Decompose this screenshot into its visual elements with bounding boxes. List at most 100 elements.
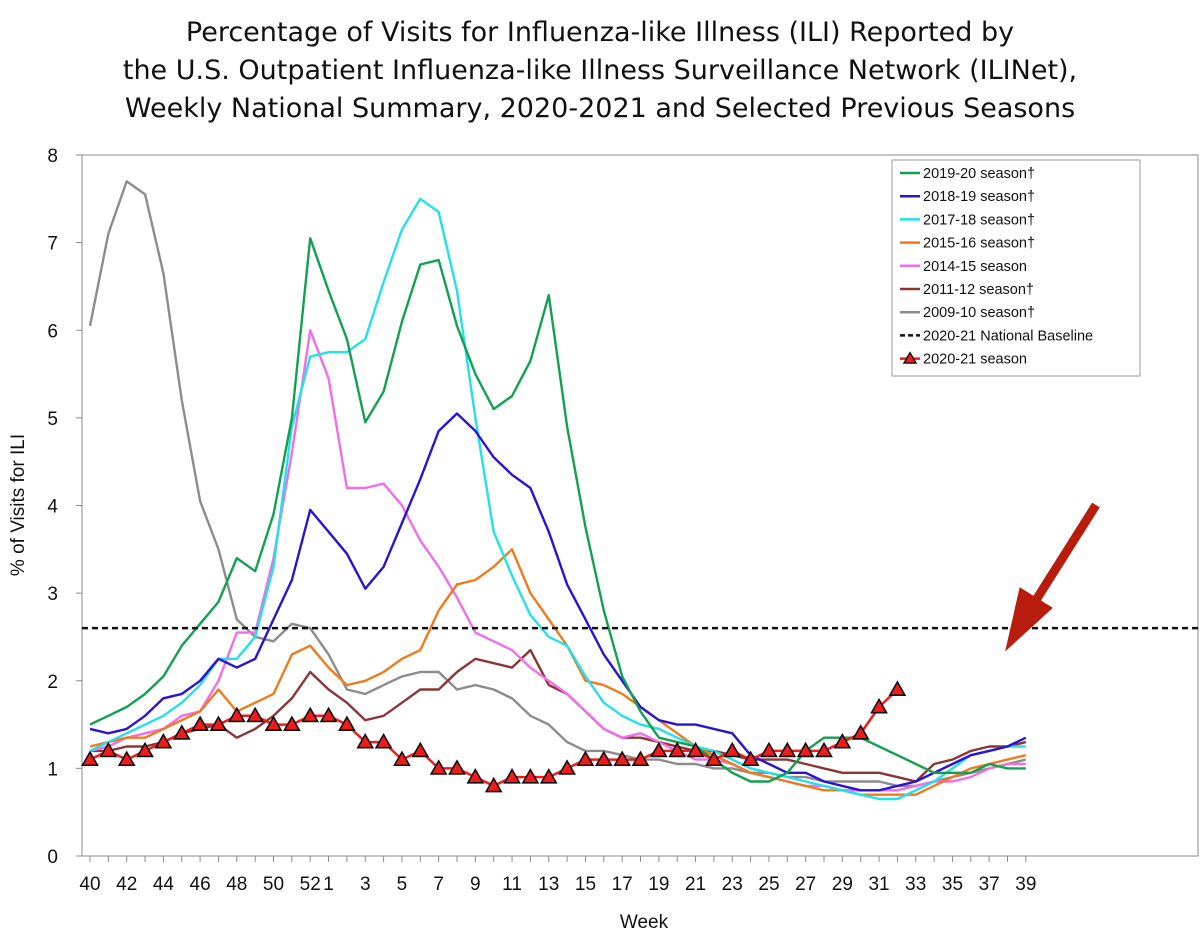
x-axis-label: Week xyxy=(620,912,669,933)
series-point-2020-21-season xyxy=(448,759,466,775)
x-tick-label: 23 xyxy=(722,874,743,895)
y-tick-label: 7 xyxy=(47,234,58,255)
series-point-2020-21-season xyxy=(338,715,356,731)
series-point-2020-21-season xyxy=(815,741,833,758)
series-point-2020-21-season xyxy=(686,741,705,758)
annotation-arrow-shaft xyxy=(1032,502,1100,603)
x-tick-label: 31 xyxy=(868,874,889,895)
series-line-2011-12-season xyxy=(90,648,1027,783)
y-axis-ticks: 0 1 2 3 4 5 6 7 8 xyxy=(47,146,82,868)
chart-title-line-3: Weekly National Summary, 2020-2021 and S… xyxy=(124,93,1076,124)
legend-label-2011-12-season: 2011-12 season† xyxy=(923,282,1034,298)
y-tick-label: 2 xyxy=(47,672,58,693)
series-point-2020-21-season xyxy=(705,750,723,767)
legend-marker-2020-21-season xyxy=(902,351,918,364)
x-axis-ticks: 40 42 44 46 48 50 52 1 3 5 7 9 11 13 15 17 19 21 23 25 27 29 3… xyxy=(79,856,1036,895)
series-point-2020-21-season xyxy=(356,732,375,749)
series-point-2020-21-season xyxy=(227,706,246,723)
series-point-2020-21-season xyxy=(613,750,632,767)
legend: 2019-20 season† 2018-19 season† 2017-18 se… xyxy=(891,159,1141,377)
series-line-2018-19-season xyxy=(89,412,1027,792)
legend-label-2017-18-season: 2017-18 season† xyxy=(923,212,1035,228)
x-tick-label: 9 xyxy=(470,874,481,895)
legend-label-2018-19-season: 2018-19 season† xyxy=(923,189,1035,205)
x-tick-label: 7 xyxy=(433,874,444,895)
y-tick-label: 4 xyxy=(47,497,58,518)
chart-title-line-1: Percentage of Visits for Influenza-like … xyxy=(185,17,1015,48)
x-tick-label: 33 xyxy=(905,874,926,895)
x-tick-label: 17 xyxy=(612,874,633,895)
series-point-2020-21-season xyxy=(631,750,650,767)
series-point-2020-21-season xyxy=(539,768,558,784)
series-point-2020-21-season xyxy=(576,750,595,767)
y-tick-label: 5 xyxy=(47,409,58,430)
series-point-2020-21-season xyxy=(136,741,154,758)
series-point-2020-21-season xyxy=(81,750,99,767)
x-tick-label: 29 xyxy=(832,874,853,895)
series-point-2020-21-season xyxy=(723,741,742,758)
series-point-2020-21-season xyxy=(319,706,338,723)
y-tick-label: 3 xyxy=(47,584,58,605)
x-tick-label: 40 xyxy=(79,874,100,895)
series-point-2020-21-season xyxy=(99,741,118,758)
x-tick-label: 50 xyxy=(263,874,284,895)
series-line-2015-16-season xyxy=(89,548,1027,796)
series-line-2009-10-season xyxy=(88,180,1027,788)
series-point-2020-21-season xyxy=(466,768,485,784)
x-tick-label: 37 xyxy=(979,874,1000,895)
x-tick-label: 39 xyxy=(1015,874,1036,895)
series-point-2020-21-season xyxy=(558,759,576,775)
x-tick-label: 5 xyxy=(397,874,408,895)
x-tick-label: 19 xyxy=(648,874,669,895)
series-point-2020-21-season xyxy=(246,706,265,723)
series-point-2020-21-season xyxy=(374,732,393,749)
series-point-2020-21-season xyxy=(833,732,852,749)
series-point-2020-21-season xyxy=(760,741,778,758)
x-tick-label: 42 xyxy=(116,874,137,895)
series-line-2019-20-season xyxy=(89,237,1026,783)
x-tick-label: 44 xyxy=(153,874,175,895)
series-point-2020-21-season xyxy=(594,750,613,767)
legend-label-2020-21-national-baseline: 2020-21 National Baseline xyxy=(923,328,1093,344)
x-tick-label: 46 xyxy=(190,874,211,895)
legend-label-2014-15-season: 2014-15 season xyxy=(923,259,1027,275)
series-point-2020-21-season xyxy=(301,706,320,723)
series-point-2020-21-season xyxy=(503,768,521,784)
series-point-2020-21-season xyxy=(778,741,797,758)
series-point-2020-21-season xyxy=(191,715,209,731)
series-point-2020-21-season xyxy=(117,750,136,767)
series-point-2020-21-season xyxy=(668,741,687,758)
chart-title-line-2: the U.S. Outpatient Influenza-like Illne… xyxy=(122,55,1078,86)
x-tick-label: 1 xyxy=(323,874,334,895)
y-tick-label: 6 xyxy=(47,321,58,342)
legend-label-2020-21-season: 2020-21 season xyxy=(923,352,1027,368)
x-tick-label: 21 xyxy=(685,874,706,895)
legend-label-2019-20-season: 2019-20 season† xyxy=(923,166,1035,182)
series-line-2017-18-season xyxy=(89,197,1026,801)
x-tick-label: 11 xyxy=(502,874,522,895)
x-tick-label: 52 xyxy=(300,874,321,895)
series-point-2020-21-season xyxy=(154,732,173,749)
x-tick-label: 3 xyxy=(360,874,371,895)
y-tick-label: 1 xyxy=(47,759,58,780)
y-tick-label: 0 xyxy=(47,847,58,868)
series-point-2020-21-season xyxy=(429,759,448,775)
x-tick-label: 25 xyxy=(758,874,779,895)
series-point-2020-21-season xyxy=(411,741,430,758)
x-tick-label: 15 xyxy=(575,874,596,895)
series-point-2020-21-season xyxy=(870,697,888,714)
x-tick-label: 35 xyxy=(942,874,963,895)
series-point-2020-21-season xyxy=(796,741,815,758)
chart-title: Percentage of Visits for Influenza-like … xyxy=(0,14,1200,128)
x-tick-label: 48 xyxy=(226,874,247,895)
legend-label-2015-16-season: 2015-16 season† xyxy=(923,236,1035,252)
x-tick-label: 13 xyxy=(538,874,559,895)
series-point-2020-21-season xyxy=(851,724,870,740)
series-point-2020-21-season xyxy=(888,680,907,696)
series-point-2020-21-season xyxy=(649,741,668,758)
series-point-2020-21-season xyxy=(393,750,411,767)
series-point-2020-21-season xyxy=(521,768,540,784)
series-point-2020-21-season xyxy=(172,724,191,740)
series-point-2020-21-season xyxy=(209,715,228,731)
